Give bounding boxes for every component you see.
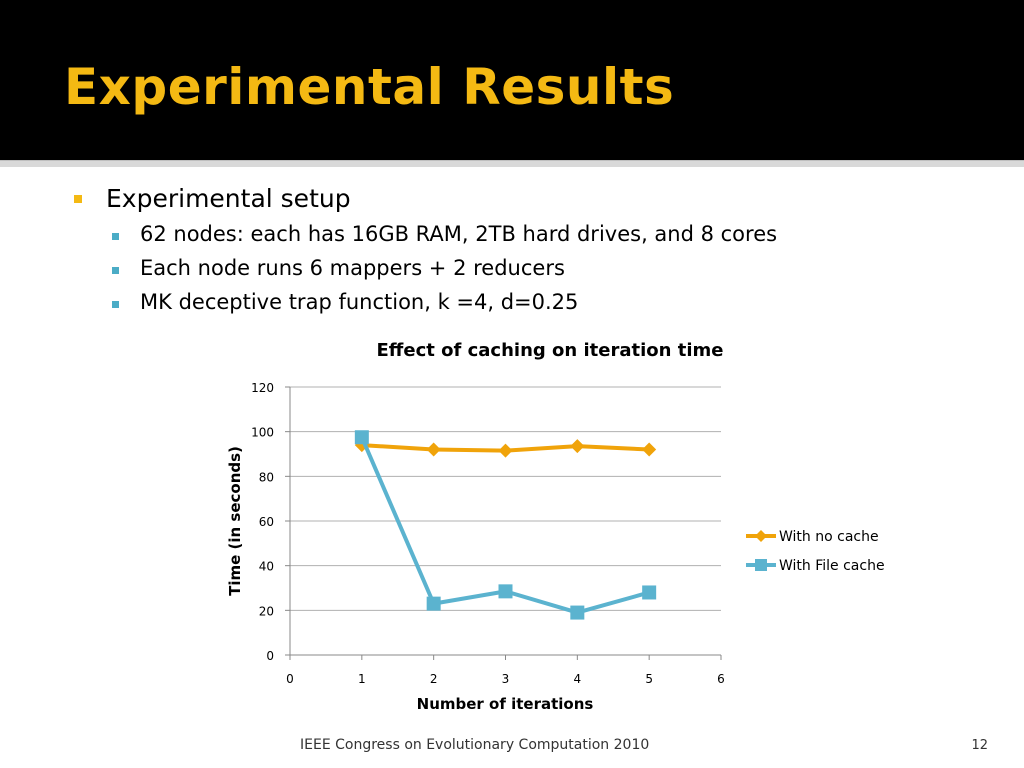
y-tick-label: 60 bbox=[259, 515, 274, 529]
data-point-square bbox=[642, 585, 657, 600]
title-divider bbox=[0, 160, 1024, 167]
square-bullet-icon bbox=[74, 195, 82, 203]
legend-label: With no cache bbox=[779, 529, 879, 545]
data-point-square bbox=[498, 584, 513, 599]
x-tick-label: 0 bbox=[286, 672, 294, 686]
legend-square-icon bbox=[755, 559, 767, 571]
bullet-list: Experimental setup 62 nodes: each has 16… bbox=[0, 0, 1024, 340]
sub-bullet-2: Each node runs 6 mappers + 2 reducers bbox=[140, 256, 565, 280]
square-bullet-icon bbox=[112, 267, 119, 274]
title-bar bbox=[0, 0, 1024, 160]
data-point-diamond bbox=[498, 443, 513, 458]
y-tick-label: 100 bbox=[251, 426, 274, 440]
x-tick-label: 4 bbox=[574, 672, 582, 686]
slide-title: Experimental Results bbox=[64, 58, 675, 116]
x-tick-label: 1 bbox=[358, 672, 366, 686]
data-point-diamond bbox=[426, 442, 441, 457]
x-tick-label: 5 bbox=[645, 672, 653, 686]
chart-title: Effect of caching on iteration time bbox=[376, 340, 724, 361]
legend-diamond-icon bbox=[755, 530, 767, 542]
x-tick-label: 3 bbox=[502, 672, 510, 686]
bullet-main: Experimental setup bbox=[106, 184, 351, 213]
footer-text: IEEE Congress on Evolutionary Computatio… bbox=[300, 737, 650, 753]
y-tick-label: 120 bbox=[251, 381, 274, 395]
y-tick-label: 0 bbox=[266, 649, 274, 663]
y-tick-label: 80 bbox=[259, 470, 274, 484]
data-point-diamond bbox=[642, 442, 657, 457]
page-number: 12 bbox=[971, 738, 988, 753]
legend-label: With File cache bbox=[779, 558, 885, 574]
y-axis-label: Time (in seconds) bbox=[226, 446, 244, 596]
x-axis-label: Number of iterations bbox=[417, 695, 594, 713]
sub-bullet-3: MK deceptive trap function, k =4, d=0.25 bbox=[140, 290, 579, 314]
data-point-square bbox=[426, 596, 441, 611]
x-tick-label: 6 bbox=[717, 672, 725, 686]
sub-bullet-1: 62 nodes: each has 16GB RAM, 2TB hard dr… bbox=[140, 222, 778, 246]
square-bullet-icon bbox=[112, 301, 119, 308]
square-bullet-icon bbox=[112, 233, 119, 240]
data-point-square bbox=[354, 430, 369, 445]
data-point-square bbox=[570, 605, 585, 620]
y-tick-label: 20 bbox=[259, 604, 274, 618]
data-point-diamond bbox=[570, 439, 585, 454]
y-tick-label: 40 bbox=[259, 560, 274, 574]
x-tick-label: 2 bbox=[430, 672, 438, 686]
